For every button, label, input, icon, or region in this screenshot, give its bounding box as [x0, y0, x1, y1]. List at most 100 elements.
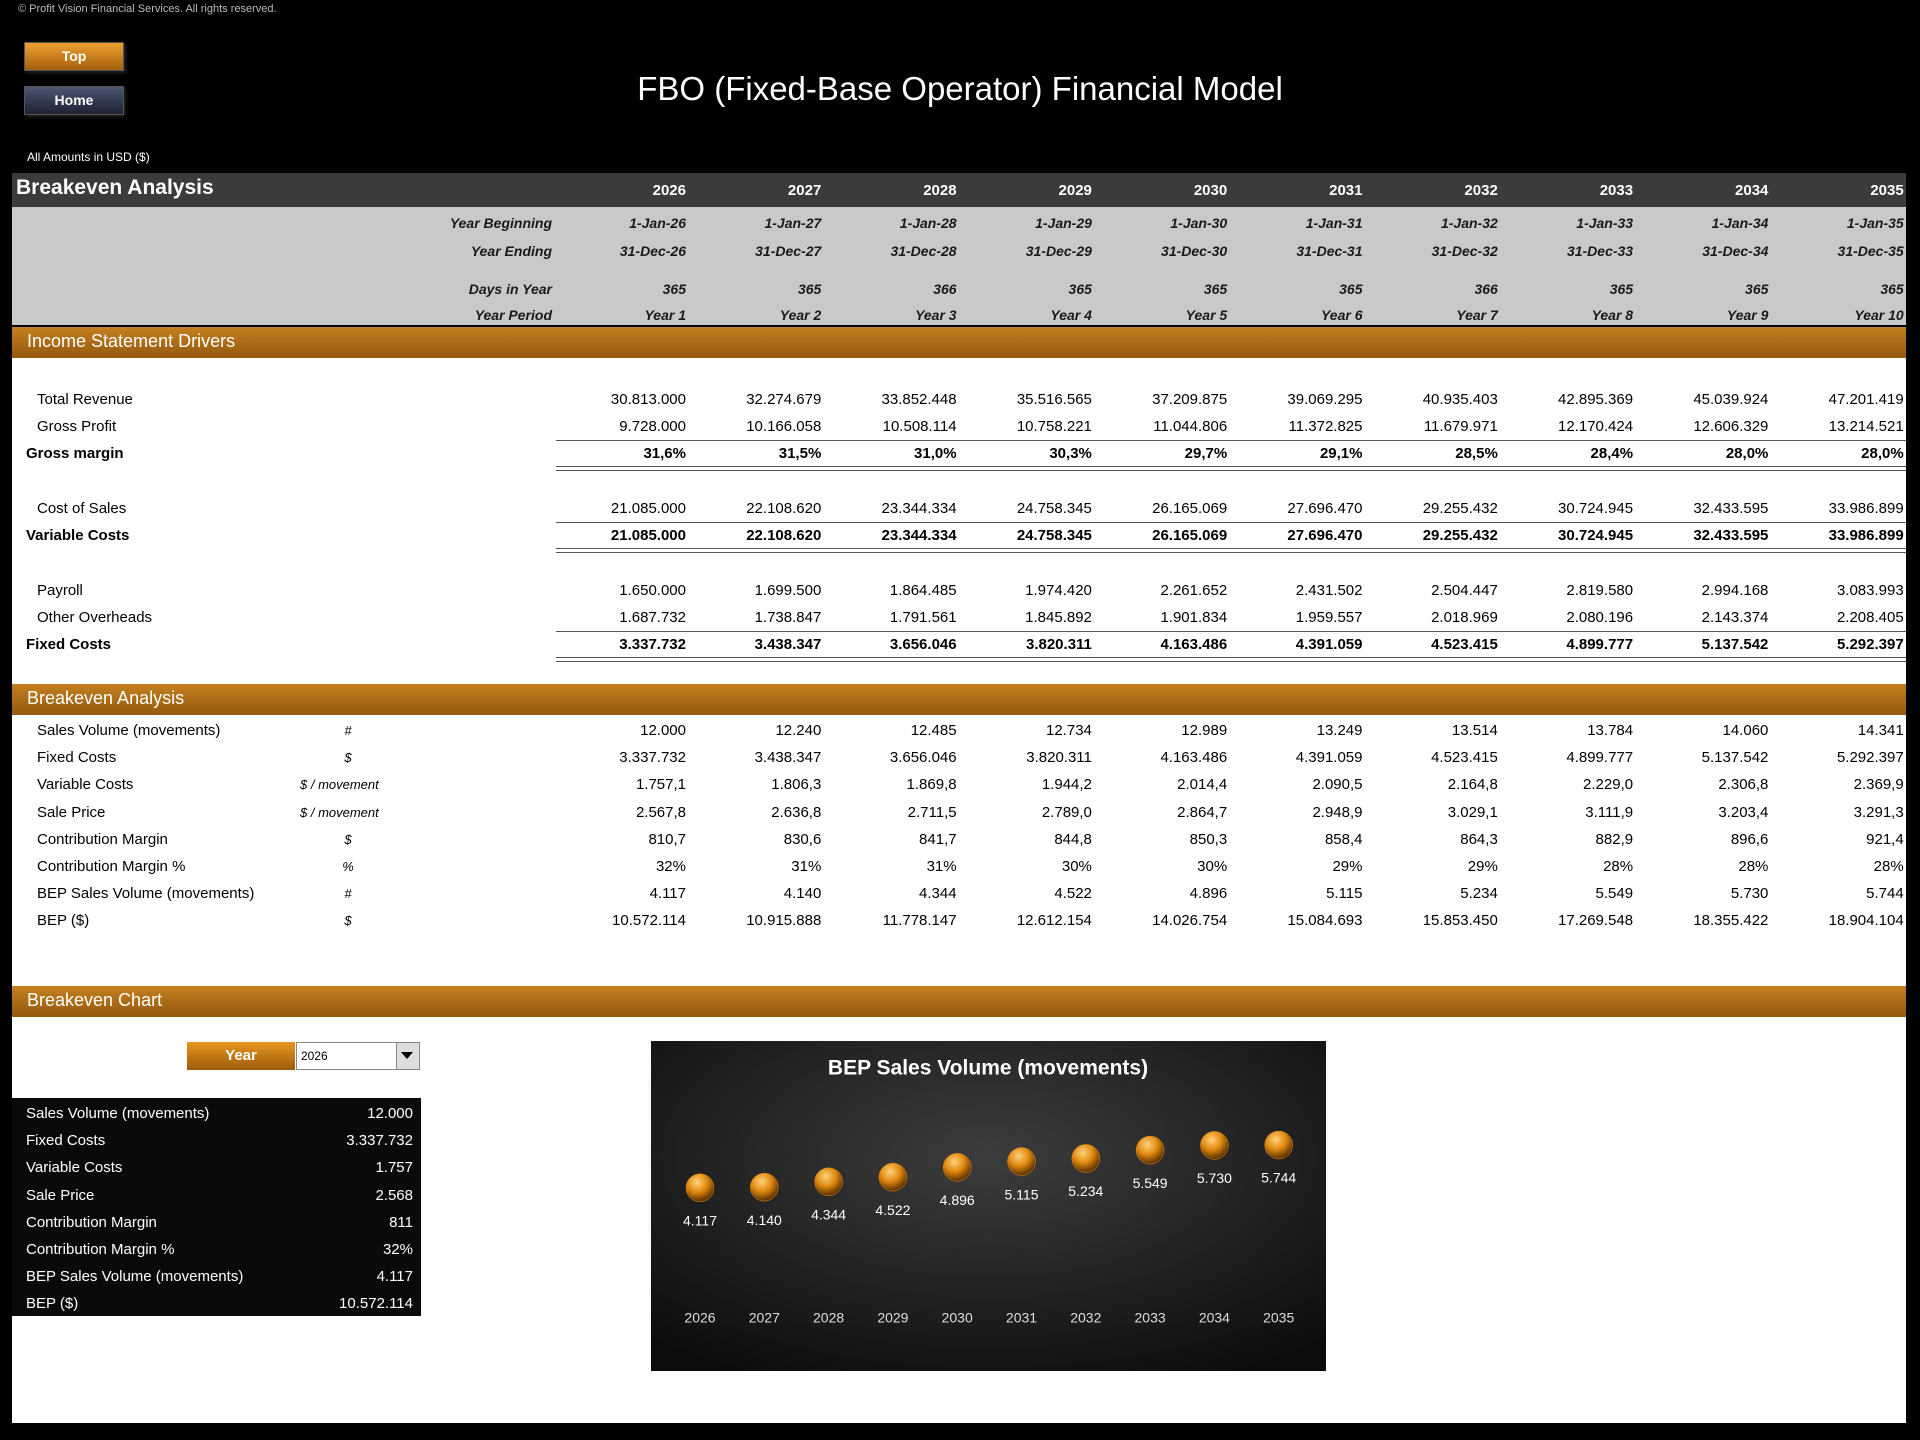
total-label: Fixed Costs: [26, 636, 112, 653]
row-value: 2.208.405: [1836, 609, 1904, 626]
row-value: 12.240: [775, 722, 822, 739]
header-value: 365: [1880, 281, 1904, 297]
row-value: 13.514: [1451, 722, 1498, 739]
row-label: Sale Price: [37, 803, 106, 821]
row-label: Variable Costs: [37, 776, 134, 794]
total-value: 29,1%: [1319, 445, 1363, 462]
row-value: 14.341: [1857, 722, 1904, 739]
header-value: 31-Dec-27: [755, 243, 822, 259]
row-label: Gross Profit: [37, 418, 117, 435]
data-dot: [1264, 1130, 1293, 1160]
data-label: 5.744: [1261, 1170, 1296, 1186]
row-value: 24.758.345: [1016, 500, 1092, 517]
header-rows-band: [12, 207, 1906, 325]
row-value: 5.115: [1326, 885, 1363, 903]
row-label: Fixed Costs: [37, 749, 117, 767]
summary-value: 2.568: [375, 1186, 413, 1204]
summary-label: Sale Price: [26, 1186, 95, 1204]
chart: BEP Sales Volume (movements) 4.117 2026 4.…: [651, 1041, 1326, 1371]
data-label: 4.140: [747, 1212, 782, 1228]
header-value: 1-Jan-34: [1711, 215, 1769, 231]
row-value: 30%: [1061, 858, 1092, 875]
total-value: 31,5%: [778, 445, 822, 462]
total-value: 4.163.486: [1160, 636, 1228, 653]
total-value: 4.899.777: [1566, 636, 1634, 653]
row-value: 1.864.485: [889, 582, 957, 599]
row-value: 3.656.046: [889, 749, 957, 767]
row-value: 13.249: [1316, 722, 1363, 739]
rule-line: [556, 631, 1906, 633]
row-value: 26.165.069: [1152, 500, 1228, 517]
row-value: 37.209.875: [1152, 391, 1228, 408]
year-header: 2030: [1193, 182, 1228, 199]
row-value: 1.699.500: [754, 582, 822, 599]
home-button[interactable]: Home: [24, 86, 124, 115]
year-header: 2035: [1870, 182, 1904, 199]
row-value: 2.261.652: [1160, 582, 1228, 599]
dropdown-arrow-icon[interactable]: [401, 1052, 413, 1059]
header-value: 366: [1474, 281, 1498, 297]
row-label: Contribution Margin %: [37, 858, 186, 875]
row-value: 9.728.000: [619, 418, 686, 435]
row-value: 13.214.521: [1828, 418, 1904, 435]
row-value: 5.744: [1866, 885, 1904, 903]
row-value: 1.757,1: [635, 776, 686, 794]
row-unit: $ / movement: [300, 777, 379, 793]
header-value: Year 1: [644, 307, 686, 323]
row-value: 2.164,8: [1447, 776, 1498, 794]
total-value: 29,7%: [1184, 445, 1228, 462]
row-value: 12.000: [640, 722, 686, 739]
row-value: 4.899.777: [1566, 749, 1634, 767]
row-value: 3.337.732: [619, 749, 686, 767]
header-value: 31-Dec-30: [1161, 243, 1228, 259]
row-value: 30.724.945: [1558, 500, 1634, 517]
row-label: Payroll: [37, 582, 83, 599]
header-value: Year 7: [1456, 307, 1498, 323]
row-value: 1.791.561: [889, 609, 957, 626]
row-value: 2.431.502: [1295, 582, 1363, 599]
row-value: 32%: [655, 858, 686, 875]
summary-label: Contribution Margin: [26, 1213, 157, 1231]
row-value: 11.778.147: [882, 912, 957, 930]
summary-value: 32%: [382, 1241, 413, 1258]
total-value: 28,0%: [1861, 445, 1904, 462]
x-tick-label: 2026: [684, 1310, 715, 1326]
x-tick-label: 2028: [813, 1310, 844, 1326]
year-header: 2032: [1464, 182, 1498, 199]
row-value: 21.085.000: [610, 500, 686, 517]
data-label: 4.522: [875, 1202, 910, 1218]
row-value: 28%: [1873, 858, 1904, 875]
x-tick-label: 2031: [1006, 1310, 1037, 1326]
total-value: 22.108.620: [746, 527, 822, 544]
row-label: Year Period: [474, 307, 552, 323]
row-value: 29.255.432: [1422, 500, 1498, 517]
header-value: 1-Jan-32: [1440, 215, 1498, 231]
row-value: 5.292.397: [1836, 749, 1904, 767]
row-value: 4.391.059: [1295, 749, 1363, 767]
section-band: [12, 684, 1906, 715]
row-value: 12.989: [1181, 722, 1228, 739]
header-value: 31-Dec-28: [890, 243, 957, 259]
row-unit: #: [344, 723, 352, 738]
row-value: 2.948,9: [1312, 803, 1363, 821]
top-button[interactable]: Top: [24, 42, 124, 71]
row-value: 18.355.422: [1693, 912, 1769, 930]
row-label: Year Ending: [470, 243, 552, 259]
row-value: 2.789,0: [1041, 803, 1092, 821]
data-dot: [1007, 1147, 1036, 1176]
header-value: 1-Jan-27: [764, 215, 822, 231]
row-value: 1.974.420: [1025, 582, 1092, 599]
row-value: 29%: [1467, 858, 1498, 875]
header-value: 31-Dec-26: [619, 243, 686, 259]
row-value: 17.269.548: [1558, 912, 1634, 930]
total-value: 5.292.397: [1836, 636, 1904, 653]
header-value: 365: [1339, 281, 1363, 297]
total-value: 27.696.470: [1287, 527, 1363, 544]
total-value: 32.433.595: [1693, 527, 1769, 544]
row-value: 2.711,5: [907, 803, 957, 821]
summary-value: 10.572.114: [339, 1295, 413, 1313]
row-value: 1.845.892: [1025, 609, 1092, 626]
total-label: Gross margin: [26, 445, 124, 462]
total-value: 23.344.334: [881, 527, 957, 544]
row-value: 33.986.899: [1828, 500, 1904, 517]
